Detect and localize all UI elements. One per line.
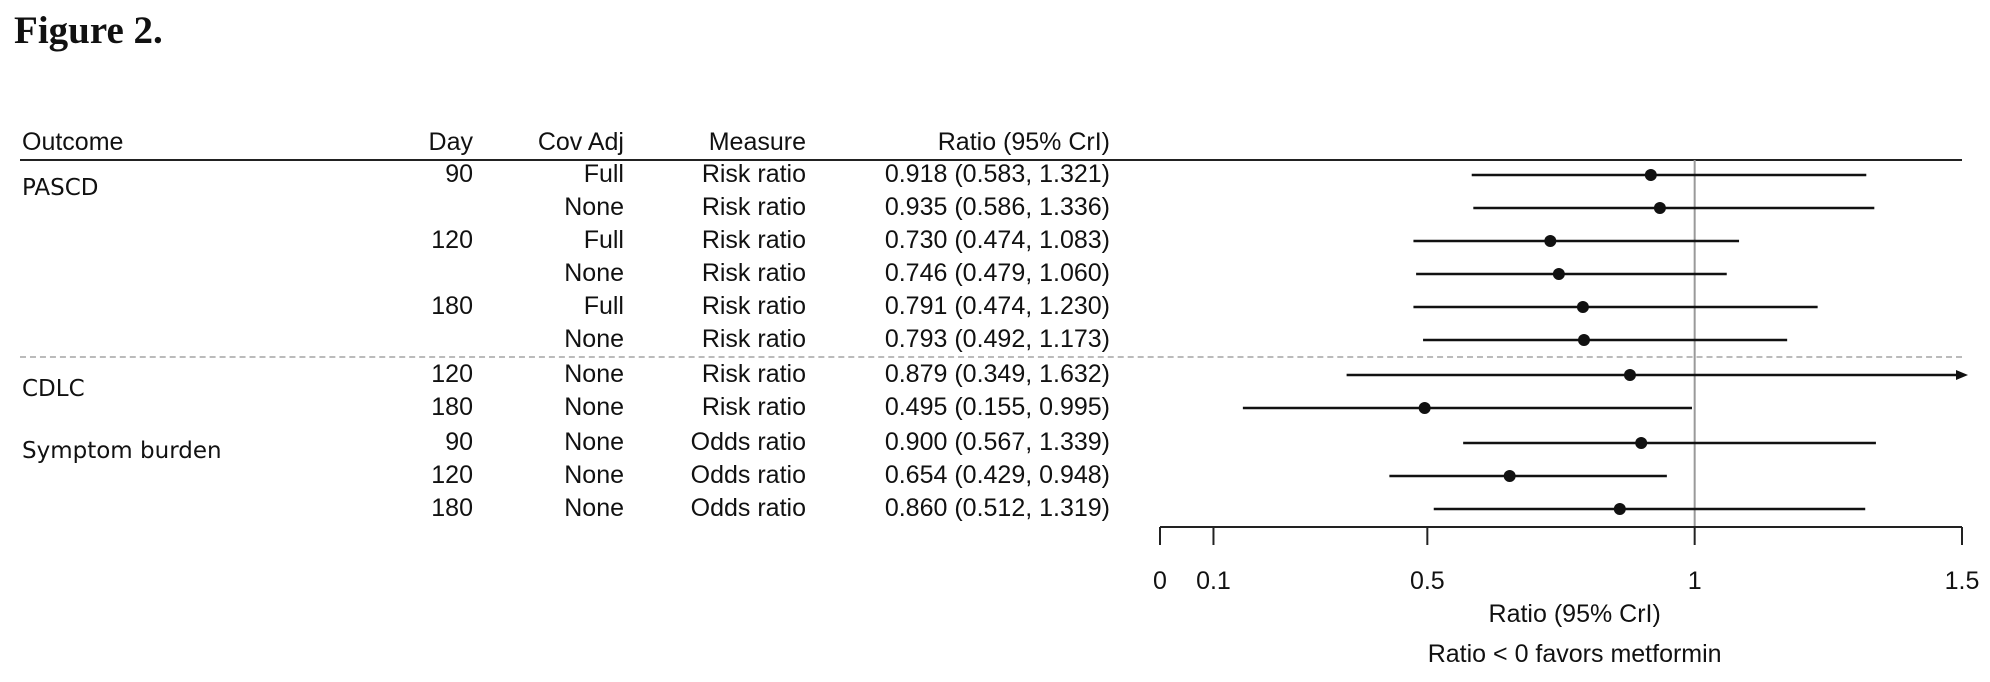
x-tick-label: 0.5: [1410, 567, 1445, 595]
point-estimate: [1624, 369, 1636, 381]
x-tick-label: 1: [1688, 567, 1702, 595]
x-axis-label: Ratio (95% CrI): [1489, 600, 1661, 628]
point-estimate: [1635, 437, 1647, 449]
point-estimate: [1578, 334, 1590, 346]
x-tick-label: 0.1: [1196, 567, 1231, 595]
point-estimate: [1654, 202, 1666, 214]
point-estimate: [1544, 235, 1556, 247]
point-estimate: [1553, 268, 1565, 280]
point-estimate: [1419, 402, 1431, 414]
point-estimate: [1577, 301, 1589, 313]
x-tick-label: 0: [1153, 567, 1167, 595]
point-estimate: [1645, 169, 1657, 181]
point-estimate: [1504, 470, 1516, 482]
point-estimate: [1614, 503, 1626, 515]
x-axis-annotation: Ratio < 0 favors metformin: [1428, 640, 1722, 668]
forest-plot: 0 0.1 0.5 1 1.5 Ratio (95% CrI) Ratio < 0 favo…: [0, 0, 1990, 682]
ci-arrow: [1956, 370, 1968, 380]
x-tick-label: 1.5: [1945, 567, 1980, 595]
